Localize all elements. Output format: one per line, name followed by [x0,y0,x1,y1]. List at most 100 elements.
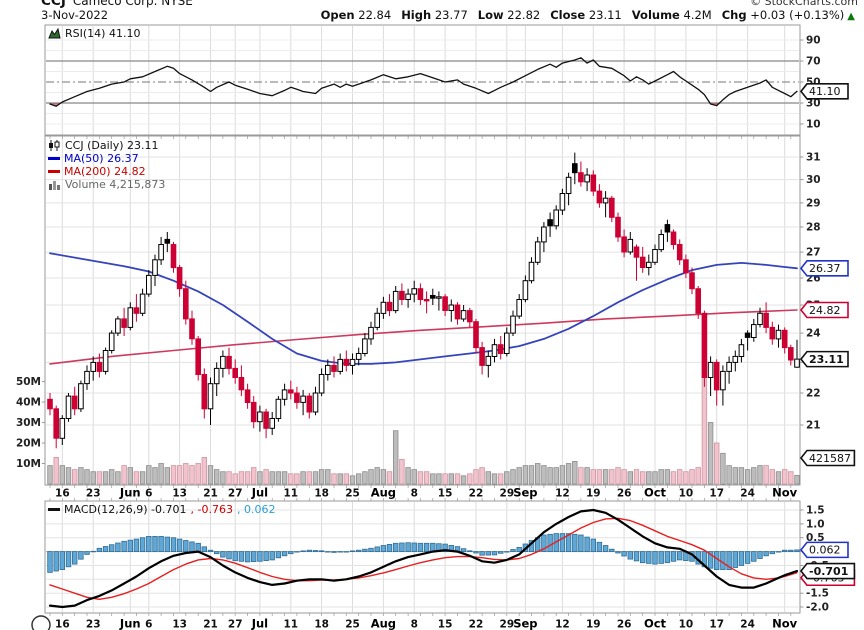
svg-text:23: 23 [86,488,101,500]
rsi-plot [49,57,798,107]
svg-text:21: 21 [203,488,218,500]
svg-text:30: 30 [806,98,821,110]
svg-text:Nov: Nov [772,486,798,500]
high-value: 23.77 [434,8,468,22]
svg-text:11: 11 [283,619,298,630]
svg-text:23: 23 [86,619,101,630]
svg-text:Nov: Nov [772,617,798,630]
date-axis: 16 23 Jun 6 13 21 27 Jul 11 18 25 Aug 8 15 22 29 Sep 12 19… [31,486,798,630]
svg-text:18: 18 [314,619,329,630]
svg-text:Oct: Oct [644,617,667,630]
low-label: Low [477,8,504,22]
svg-text:27: 27 [228,488,243,500]
volume-label: Volume [631,8,680,22]
svg-text:19: 19 [586,488,601,500]
svg-text:90: 90 [806,35,821,47]
svg-text:31: 31 [806,152,821,164]
ma200-legend-label: MA(200) 24.82 [64,165,146,178]
svg-text:0.062: 0.062 [809,544,841,557]
svg-text:-0.701: -0.701 [809,565,848,578]
svg-text:Aug: Aug [371,486,396,500]
svg-text:29: 29 [500,488,515,500]
svg-text:19: 19 [586,619,601,630]
volume-legend-label: Volume 4,215,873 [65,178,166,191]
svg-text:Jun: Jun [119,617,141,630]
svg-text:70: 70 [806,56,821,68]
svg-text:Sep: Sep [513,617,537,630]
ticker-symbol: CCJ [41,0,66,9]
svg-text:27: 27 [228,619,243,630]
volume-bars-icon [49,181,60,190]
svg-text:29: 29 [806,197,821,209]
close-value: 23.11 [588,8,622,22]
svg-text:29: 29 [500,619,515,630]
rsi-legend: RSI(14) 41.10 [48,27,140,40]
high-label: High [401,8,432,22]
svg-text:Aug: Aug [371,617,396,630]
ma200-line-icon [48,170,60,173]
panel-borders [44,24,801,614]
svg-text:30: 30 [806,174,821,186]
svg-text:10: 10 [679,488,694,500]
candles [47,152,800,449]
svg-text:8: 8 [411,488,418,500]
svg-text:27: 27 [806,247,821,259]
svg-text:Jul: Jul [251,617,268,630]
svg-text:11: 11 [283,488,298,500]
chg-value: +0.03 (+0.13%) [750,8,845,22]
volume-value: 4.2M [683,8,712,22]
svg-text:26: 26 [617,488,632,500]
svg-text:15: 15 [438,619,453,630]
svg-text:23.11: 23.11 [809,353,844,366]
svg-text:28: 28 [806,222,821,234]
svg-text:12: 12 [555,488,570,500]
svg-text:16: 16 [55,488,70,500]
svg-text:6: 6 [145,619,152,630]
axis-flags: 41.1026.3724.8223.11421587-0.763-0.7010.… [799,83,856,587]
svg-text:10: 10 [806,119,821,131]
svg-text:21: 21 [203,619,218,630]
symbol-legend-label: CCJ (Daily) 23.11 [65,139,159,152]
macd-legend-signal: , -0.763 [190,503,233,516]
svg-text:40M: 40M [16,397,41,409]
svg-text:26: 26 [617,619,632,630]
svg-text:10: 10 [679,619,694,630]
svg-text:-2.0: -2.0 [806,602,829,614]
svg-text:8: 8 [411,619,418,630]
svg-text:Oct: Oct [644,486,667,500]
svg-text:30M: 30M [16,417,41,429]
svg-text:24: 24 [740,619,755,630]
svg-text:24: 24 [740,488,755,500]
svg-text:Jun: Jun [119,486,141,500]
svg-text:26.37: 26.37 [809,262,841,275]
macd-plot [47,508,800,609]
ma50-line-icon [48,157,60,160]
rsi-indicator-icon [48,28,61,39]
svg-text:Jul: Jul [251,486,268,500]
svg-text:1.5: 1.5 [806,505,825,517]
volume-bars [47,376,800,485]
up-arrow-icon: ▲ [847,11,855,22]
svg-text:13: 13 [172,619,187,630]
company-name: Cameco Corp. NYSE [72,0,193,8]
svg-text:22: 22 [469,619,484,630]
open-label: Open [320,8,355,22]
svg-text:12: 12 [555,619,570,630]
svg-text:421587: 421587 [809,452,851,465]
svg-text:17: 17 [709,488,724,500]
macd-legend: MACD(12,26,9) -0.701 , -0.763 , 0.062 [48,503,275,516]
svg-text:20M: 20M [16,438,41,450]
svg-text:41.10: 41.10 [809,85,841,98]
svg-text:10M: 10M [16,458,41,470]
svg-text:0.5: 0.5 [806,532,825,544]
macd-line-icon [48,508,60,511]
quote-row: 3-Nov-2022 Open 22.84 High 23.77 Low 22.82… [41,8,855,22]
macd-legend-main: MACD(12,26,9) -0.701 [64,503,187,516]
chart-header: CCJ Cameco Corp. NYSE © StockCharts.com [41,0,858,9]
candlestick-icon [49,140,60,151]
svg-text:Sep: Sep [513,486,537,500]
svg-text:13: 13 [172,488,187,500]
chg-label: Chg [721,8,747,22]
